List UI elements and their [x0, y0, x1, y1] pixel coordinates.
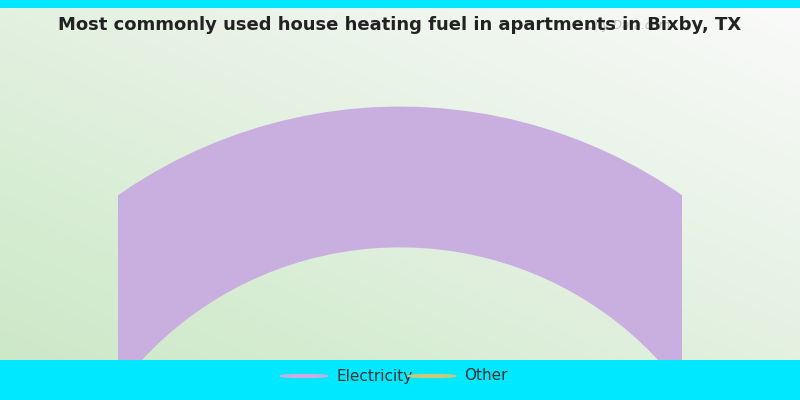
Text: Other: Other — [464, 368, 507, 384]
Wedge shape — [0, 106, 800, 400]
Text: City-Data.com: City-Data.com — [586, 18, 670, 32]
Circle shape — [280, 374, 328, 378]
Text: Most commonly used house heating fuel in apartments in Bixby, TX: Most commonly used house heating fuel in… — [58, 16, 742, 34]
Text: Electricity: Electricity — [336, 368, 412, 384]
Circle shape — [408, 374, 456, 378]
